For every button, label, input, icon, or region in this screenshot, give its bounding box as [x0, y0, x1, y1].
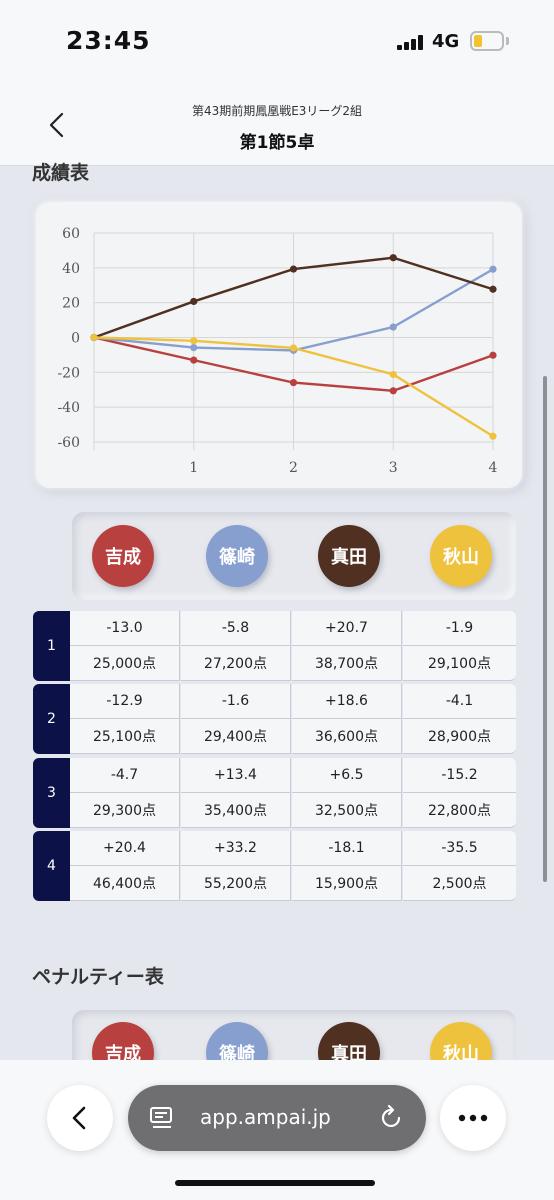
- battery-icon: [470, 31, 504, 51]
- data-point: [389, 323, 397, 331]
- score-diff: -35.5: [403, 831, 516, 866]
- score-diff: +20.4: [70, 831, 180, 866]
- point-total: 27,200点: [181, 646, 291, 681]
- url-text: app.ampai.jp: [200, 1105, 331, 1129]
- point-total: 25,000点: [70, 646, 180, 681]
- score-diff: -4.1: [403, 684, 516, 719]
- x-tick-label: 4: [489, 460, 498, 476]
- score-chart-card: 60 40 20 0 -20 -40 -60 1 2 3 4: [36, 202, 522, 488]
- status-time: 23:45: [66, 26, 151, 55]
- score-section-title: 成績表: [32, 162, 90, 184]
- data-point: [489, 351, 497, 359]
- round-number: 1: [33, 611, 70, 681]
- score-diff: -4.7: [70, 758, 180, 793]
- y-tick-label: 40: [62, 261, 80, 277]
- data-point: [389, 254, 397, 262]
- browser-back-button[interactable]: [47, 1085, 113, 1151]
- league-subtitle: 第43期前期鳳凰戦E3リーグ2組: [191, 104, 363, 118]
- data-point: [289, 379, 298, 387]
- point-total: 36,600点: [292, 719, 402, 754]
- player-chip-4[interactable]: 秋山: [430, 525, 492, 587]
- x-tick-label: 2: [289, 460, 298, 476]
- score-line-chart: 60 40 20 0 -20 -40 -60 1 2 3 4: [57, 226, 498, 476]
- round-number: 4: [33, 831, 70, 901]
- round-number: 2: [33, 684, 70, 754]
- chevron-left-icon: [49, 112, 64, 138]
- data-point: [389, 387, 397, 395]
- player-chip-1[interactable]: 吉成: [92, 525, 154, 587]
- player-chip-3[interactable]: 真田: [318, 525, 380, 587]
- point-total: 29,400点: [181, 719, 291, 754]
- point-total: 35,400点: [181, 793, 291, 828]
- y-tick-label: 0: [71, 331, 80, 347]
- more-icon: [458, 1114, 488, 1122]
- score-diff: +18.6: [292, 684, 402, 719]
- point-total: 29,100点: [403, 646, 516, 681]
- y-tick-label: -40: [57, 400, 80, 416]
- point-total: 55,200点: [181, 866, 291, 901]
- point-total: 15,900点: [292, 866, 402, 901]
- score-diff: -1.9: [403, 611, 516, 646]
- page-title: 第1節5卓: [239, 133, 315, 153]
- y-tick-label: 20: [62, 296, 80, 312]
- data-point: [90, 333, 98, 342]
- data-point: [190, 337, 198, 345]
- score-diff: -13.0: [70, 611, 180, 646]
- y-tick-label: 60: [62, 226, 80, 242]
- point-total: 38,700点: [292, 646, 402, 681]
- round-row: 2 -12.9 -1.6 +18.6 -4.1 25,100点 29,400点 …: [33, 684, 516, 754]
- address-bar[interactable]: app.ampai.jp: [128, 1085, 426, 1151]
- score-diff: +13.4: [181, 758, 291, 793]
- point-total: 22,800点: [403, 793, 516, 828]
- point-total: 2,500点: [403, 866, 516, 901]
- reload-icon[interactable]: [380, 1105, 404, 1131]
- y-tick-label: -60: [57, 435, 80, 451]
- round-row: 3 -4.7 +13.4 +6.5 -15.2 29,300点 35,400点 …: [33, 758, 516, 828]
- x-tick-label: 3: [389, 460, 398, 476]
- player-chip-2[interactable]: 篠崎: [206, 525, 268, 587]
- score-diff: -12.9: [70, 684, 180, 719]
- data-point: [190, 344, 198, 352]
- scrollbar[interactable]: [543, 376, 547, 882]
- battery-tip: [506, 37, 509, 45]
- data-point: [489, 285, 497, 293]
- data-point: [190, 356, 198, 364]
- point-total: 25,100点: [70, 719, 180, 754]
- round-row: 4 +20.4 +33.2 -18.1 -35.5 46,400点 55,200…: [33, 831, 516, 901]
- x-tick-label: 1: [189, 460, 198, 476]
- score-diff: +20.7: [292, 611, 402, 646]
- point-total: 32,500点: [292, 793, 402, 828]
- score-diff: +6.5: [292, 758, 402, 793]
- signal-icon: [397, 34, 427, 50]
- round-row: 1 -13.0 -5.8 +20.7 -1.9 25,000点 27,200点 …: [33, 611, 516, 681]
- point-total: 29,300点: [70, 793, 180, 828]
- score-diff: -5.8: [181, 611, 291, 646]
- player-legend: 吉成 篠崎 真田 秋山: [72, 512, 516, 600]
- score-diff: -18.1: [292, 831, 402, 866]
- more-options-button[interactable]: [440, 1085, 506, 1151]
- round-number: 3: [33, 758, 70, 828]
- chevron-left-icon: [72, 1106, 86, 1130]
- penalty-section-title: ペナルティー表: [32, 966, 164, 988]
- point-total: 46,400点: [70, 866, 180, 901]
- nav-header: 第43期前期鳳凰戦E3リーグ2組 第1節5卓: [0, 80, 554, 166]
- data-point: [389, 370, 397, 379]
- network-label: 4G: [432, 31, 460, 52]
- status-bar: 23:45 4G: [0, 0, 554, 80]
- score-diff: +33.2: [181, 831, 291, 866]
- page-menu-icon: [150, 1107, 172, 1128]
- back-button[interactable]: [44, 110, 70, 140]
- data-point: [489, 265, 497, 273]
- home-indicator: [175, 1180, 375, 1186]
- data-point: [289, 344, 298, 352]
- score-diff: -1.6: [181, 684, 291, 719]
- score-diff: -15.2: [403, 758, 516, 793]
- point-total: 28,900点: [403, 719, 516, 754]
- data-point: [489, 432, 497, 440]
- y-tick-label: -20: [57, 365, 80, 381]
- data-point: [289, 265, 298, 273]
- data-point: [190, 297, 198, 306]
